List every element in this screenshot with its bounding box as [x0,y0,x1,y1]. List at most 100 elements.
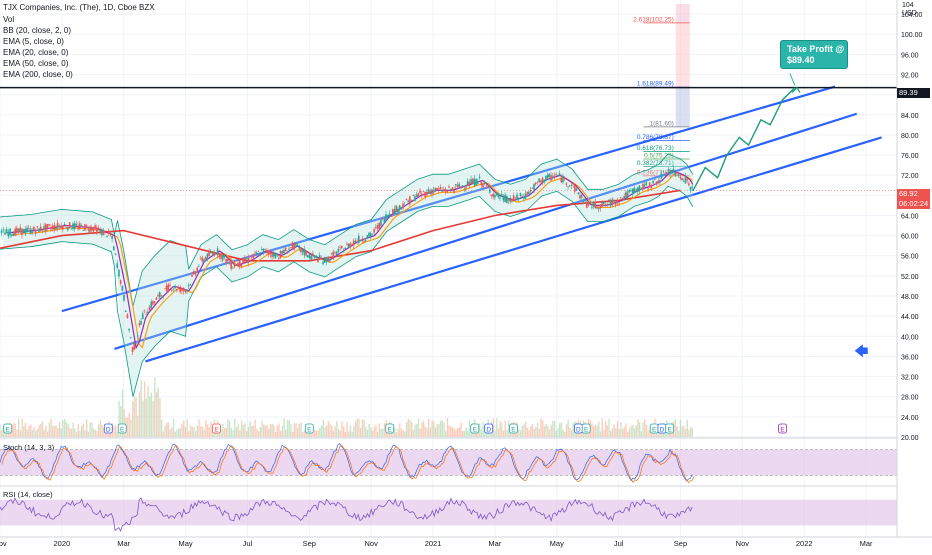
candle-body [38,228,40,233]
event-label: D [106,427,111,434]
y-tick-label: 20.00 [901,435,919,442]
candle-body [386,215,389,217]
volume-bar [433,421,435,437]
candle-body [640,188,643,190]
volume-bar [324,426,326,437]
legend-vol[interactable]: Vol [3,15,15,24]
stoch-title[interactable]: Stoch (14, 3, 3) [3,443,55,452]
candle-body [227,258,229,261]
volume-bar [611,427,614,437]
candle-body [308,254,311,258]
event-label: E [120,427,125,434]
take-profit-callout[interactable]: Take Profit @ $89.40 [780,40,848,69]
volume-bar [445,431,447,437]
x-tick-label: Nov [0,539,7,548]
ema50-line [9,172,694,349]
legend-ema20[interactable]: EMA (20, close, 0) [3,48,69,57]
candle-body [681,177,683,181]
volume-bar [439,420,442,437]
candle-body [565,183,568,185]
candle-body [671,171,673,174]
candle-body [157,295,159,297]
candle-body [14,228,16,236]
candle-body [492,193,494,197]
y-tick-label: 92.00 [901,72,919,79]
candle-body [167,284,170,292]
candle-body [543,179,546,183]
candle-body [50,227,52,230]
volume-bar [126,417,129,437]
candle-body [667,169,670,171]
candle-body [187,284,190,287]
volume-bar [193,427,195,437]
event-label: E [388,427,393,434]
legend-ema200[interactable]: EMA (200, close, 0) [3,70,73,79]
candle-body [488,189,491,193]
volume-bar [84,430,86,437]
y-tick-label: 76.00 [901,153,919,160]
candle-body [626,191,629,198]
candle-body [317,260,319,263]
candle-body [514,197,517,199]
volume-bar [53,425,56,437]
candle-body [519,193,522,196]
volume-bar [630,425,632,437]
candle-body [99,229,102,232]
volume-bar [203,430,205,437]
candle-body [5,229,8,233]
candle-body [162,296,164,298]
event-label: E [667,427,672,434]
volume-bar [310,430,313,437]
arrow-left-icon[interactable]: 🡄 [854,343,869,359]
candle-body [174,285,176,289]
volume-bar [346,421,348,437]
volume-bar [329,423,331,437]
volume-bar [412,430,415,437]
volume-bar [23,426,25,437]
event-label: E [473,427,478,434]
candle-body [454,184,457,186]
candle-body [608,199,610,201]
volume-bar [361,419,364,437]
candle-body [507,199,510,201]
volume-bar [642,422,644,437]
candle-body [363,240,365,242]
candle-body [281,250,284,254]
candle-body [567,185,569,187]
candle-body [346,243,348,245]
volume-bar [77,423,79,437]
x-tick-label: Jul [243,539,253,548]
volume-bar [159,398,161,437]
candle-body [96,227,98,234]
event-label: E [652,427,657,434]
candle-body [158,292,161,298]
candle-body [39,226,42,232]
candle-body [247,257,250,263]
volume-bar [45,425,47,437]
legend-bb[interactable]: BB (20, close, 2, 0) [3,26,72,35]
volume-bar [683,425,685,437]
volume-bar [103,428,105,437]
volume-bar [186,419,188,437]
candle-body [278,257,280,259]
volume-bar [234,418,236,437]
candle-body [113,246,115,251]
candle-body [119,280,122,284]
volume-bar [570,430,573,437]
candle-body [380,219,382,226]
candle-body [291,242,294,249]
volume-bar [528,430,530,437]
candle-body [465,187,467,189]
projection-arrowhead [791,86,801,94]
candle-body [436,188,438,191]
volume-bar [615,428,617,437]
rsi-title[interactable]: RSI (14, close) [3,490,53,499]
candle-body [369,233,372,238]
bar-countdown: 06:02:24 [899,198,929,208]
y-tick-label: 60.00 [901,234,919,241]
legend-ema5[interactable]: EMA (5, close, 0) [3,37,64,46]
volume-bar [74,428,76,437]
candle-body [295,243,297,246]
legend-ema50[interactable]: EMA (50, close, 0) [3,59,69,68]
